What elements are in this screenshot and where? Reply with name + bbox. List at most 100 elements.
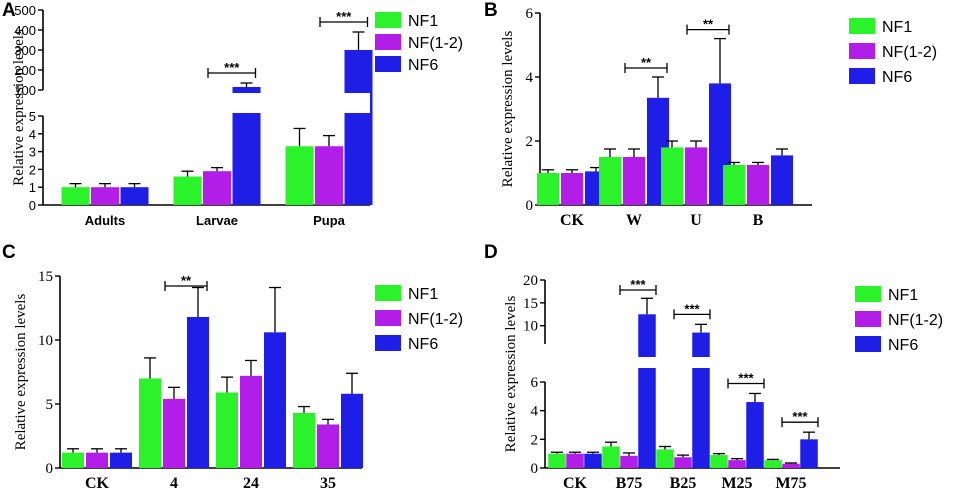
y-tick-label: 2 (29, 162, 36, 177)
panel-d: D Relative expression levels 0 2 4 6 10 15 20 CK B… (484, 242, 943, 492)
legend-label: NF1 (408, 286, 438, 303)
bar-nf1-b25 (656, 449, 674, 468)
x-tick-label: 35 (320, 475, 336, 492)
legend-label: NF(1-2) (408, 35, 463, 52)
x-tick-label: Larvae (196, 213, 238, 228)
legend-swatch-nf1 (849, 18, 875, 34)
bar-nf6-b75 (638, 314, 656, 468)
legend-label: NF(1-2) (882, 44, 937, 61)
bar-nf12-m75 (782, 463, 800, 468)
y-tick-label: 15 (523, 296, 538, 312)
bar-nf12-4 (163, 398, 185, 468)
legend-swatch-nf1 (375, 12, 401, 28)
bar-nf12-ck (561, 173, 583, 205)
y-tick-label: 4 (29, 127, 36, 142)
bar-nf6-ck (584, 453, 602, 468)
bar-nf1-adults (61, 187, 90, 205)
y-tick-label: 500 (14, 3, 36, 18)
bar-nf1-b75 (602, 446, 620, 468)
legend-label: NF1 (408, 13, 438, 30)
legend-swatch-nf6 (375, 56, 401, 72)
y-tick-label: 5 (46, 397, 54, 413)
significance-label: ** (181, 273, 192, 288)
x-tick-label: B75 (616, 475, 643, 492)
y-tick-label: 6 (531, 375, 539, 391)
bar-nf1-ck (537, 173, 559, 205)
legend-swatch-nf12 (375, 34, 401, 50)
y-tick-label: 4 (531, 404, 539, 420)
legend-swatch-nf12 (375, 310, 401, 326)
legend-label: NF6 (888, 337, 918, 354)
y-tick-label: 0 (29, 198, 36, 213)
y-tick-label: 200 (14, 63, 36, 78)
bar-nf6-4 (187, 316, 209, 468)
significance-label: *** (738, 370, 754, 385)
significance-label: *** (630, 277, 646, 292)
bar-nf12-larvae (203, 171, 231, 205)
y-tick-label: 2 (531, 432, 539, 448)
legend-label: NF6 (408, 57, 438, 74)
bar-nf6-pupa (344, 50, 373, 205)
legend-swatch-nf6 (375, 335, 401, 351)
bar-nf1-m75 (764, 460, 782, 468)
legend-label: NF(1-2) (888, 312, 943, 329)
bar-nf1-m25 (710, 455, 728, 468)
bar-nf12-b (747, 165, 769, 205)
bar-nf6-b25 (692, 332, 710, 468)
y-tick-label: 1 (29, 180, 36, 195)
bar-nf12-m25 (728, 460, 746, 468)
x-tick-label: B (753, 212, 764, 229)
bar-nf1-larvae (173, 176, 202, 205)
x-tick-label: 4 (170, 475, 178, 492)
panel-label-a: A (2, 0, 16, 21)
panel-label-b: B (484, 0, 498, 21)
legend-swatch-nf6 (855, 336, 881, 352)
y-tick-label: 400 (14, 23, 36, 38)
x-tick-label: M25 (721, 475, 752, 492)
bar-nf6-24 (264, 332, 286, 468)
bar-nf6-35 (341, 393, 363, 468)
x-tick-label: CK (563, 475, 588, 492)
bar-nf6-m75 (800, 439, 818, 468)
legend-label: NF6 (408, 336, 438, 353)
y-tick-label: 300 (14, 43, 36, 58)
x-tick-label: W (626, 212, 642, 229)
y-tick-label: 4 (526, 70, 534, 86)
bar-nf1-ck (62, 452, 84, 468)
significance-label: *** (792, 409, 808, 424)
significance-label: ** (703, 17, 714, 32)
bar-nf12-ck (566, 453, 584, 468)
bar-nf1-ck (548, 453, 566, 468)
bar-nf1-w (599, 157, 621, 205)
panel-c: C Relative expression levels 0 5 10 15 CK 4 24 35… (2, 242, 463, 492)
legend-swatch-nf12 (849, 43, 875, 59)
bar-nf12-b25 (674, 457, 692, 468)
bar-nf6-ck (110, 452, 132, 468)
y-axis-label: Relative expression levels (500, 31, 516, 188)
significance-label: ** (641, 55, 652, 70)
y-tick-label: 15 (38, 269, 53, 285)
panel-label-d: D (484, 242, 498, 263)
axis-break-gap (45, 93, 370, 113)
bar-nf1-35 (293, 412, 315, 468)
y-tick-label: 10 (523, 319, 538, 335)
y-tick-label: 2 (526, 134, 534, 150)
y-axis-label: Relative expression levels (13, 294, 29, 451)
panel-label-c: C (2, 242, 16, 263)
x-tick-label: 24 (243, 475, 259, 492)
y-tick-label: 0 (531, 461, 539, 477)
bar-nf12-ck (86, 452, 108, 468)
y-tick-label: 6 (526, 6, 534, 22)
bar-nf1-u (661, 147, 683, 205)
y-tick-label: 20 (523, 273, 538, 289)
bar-nf12-b75 (620, 455, 638, 468)
y-tick-label: 10 (38, 333, 53, 349)
legend-swatch-nf12 (855, 311, 881, 327)
bar-nf1-b (723, 165, 745, 205)
bar-nf6-adults (120, 187, 149, 205)
significance-label: *** (336, 9, 352, 24)
x-tick-label: B25 (670, 475, 697, 492)
bar-nf6-b (771, 155, 793, 205)
